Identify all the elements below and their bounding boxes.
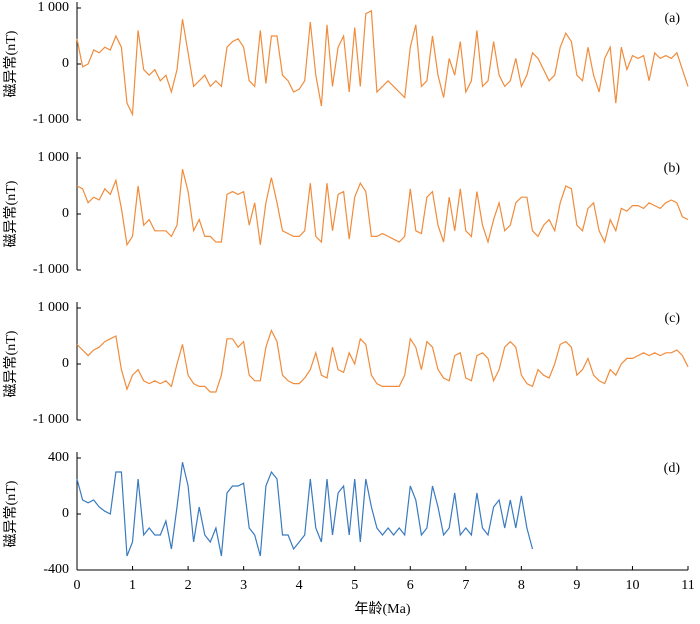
panel-label: (d) — [664, 461, 681, 476]
data-line — [76, 9, 689, 117]
x-axis-label: 年龄(Ma) — [355, 601, 411, 617]
x-tick-label: 0 — [74, 578, 81, 593]
x-tick-label: 1 — [129, 578, 136, 593]
y-axis-label: 磁异常(nT) — [3, 330, 19, 397]
x-tick-label: 11 — [681, 578, 694, 593]
y-tick-label: 1 000 — [38, 300, 70, 315]
x-tick-label: 2 — [185, 578, 192, 593]
y-tick-label: -1 000 — [33, 412, 69, 427]
y-tick-label: 1 000 — [38, 0, 70, 15]
y-tick-label: 0 — [62, 506, 69, 521]
x-tick-label: 8 — [518, 578, 525, 593]
y-tick-label: -1 000 — [33, 112, 69, 127]
x-tick-label: 4 — [296, 578, 303, 593]
panel-label: (b) — [664, 161, 681, 176]
y-axis-label: 磁异常(nT) — [3, 30, 19, 97]
y-tick-label: 0 — [62, 356, 69, 371]
data-line — [76, 462, 534, 557]
y-tick-label: -400 — [43, 562, 69, 577]
x-tick-label: 10 — [625, 578, 639, 593]
x-tick-label: 6 — [407, 578, 414, 593]
panel-label: (a) — [664, 11, 680, 26]
panel-label: (c) — [664, 311, 680, 326]
y-tick-label: 0 — [62, 206, 69, 221]
data-line — [76, 169, 689, 247]
x-tick-label: 3 — [240, 578, 247, 593]
y-tick-label: 400 — [48, 450, 69, 465]
x-tick-label: 5 — [351, 578, 358, 593]
y-tick-label: -1 000 — [33, 262, 69, 277]
y-axis-label: 磁异常(nT) — [3, 480, 19, 547]
x-tick-label: 9 — [573, 578, 580, 593]
data-line — [76, 328, 689, 393]
y-tick-label: 1 000 — [38, 150, 70, 165]
x-tick-label: 7 — [462, 578, 469, 593]
y-axis-label: 磁异常(nT) — [3, 180, 19, 247]
y-tick-label: 0 — [62, 56, 69, 71]
